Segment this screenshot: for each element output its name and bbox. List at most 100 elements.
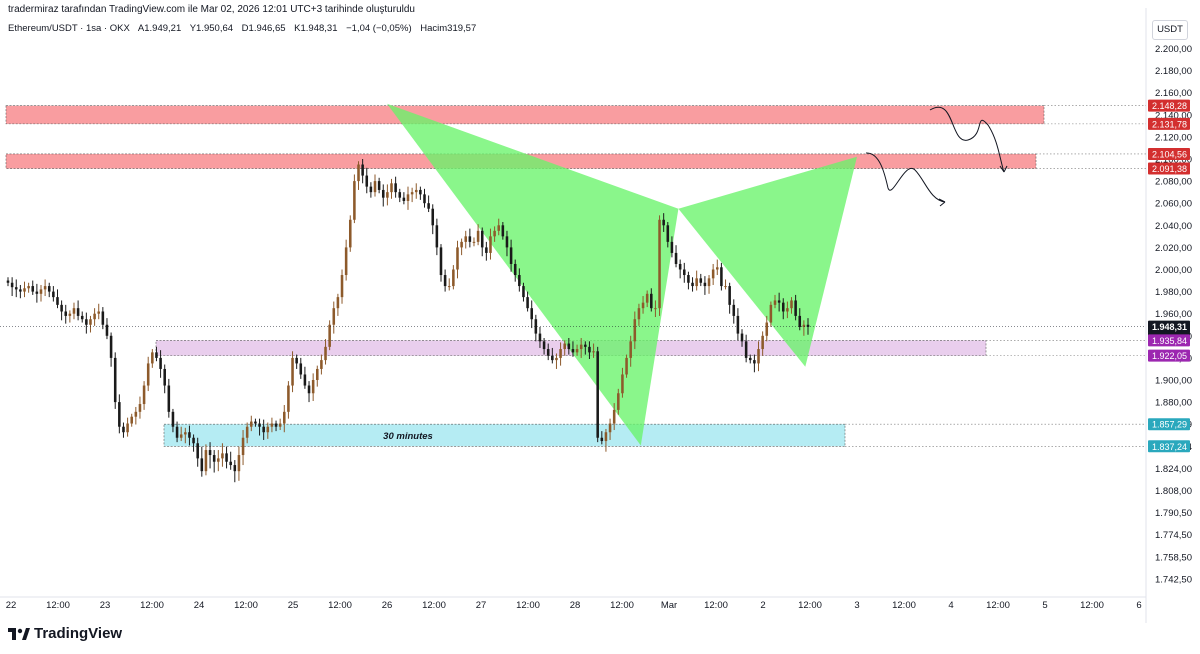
- candle-body[interactable]: [699, 278, 703, 283]
- candle-body[interactable]: [270, 423, 274, 427]
- candle-body[interactable]: [336, 297, 340, 309]
- candle-body[interactable]: [571, 349, 575, 353]
- candle-body[interactable]: [678, 263, 682, 270]
- candle-body[interactable]: [307, 385, 311, 394]
- candle-body[interactable]: [542, 341, 546, 350]
- candle-body[interactable]: [118, 402, 121, 427]
- candle-body[interactable]: [637, 308, 641, 320]
- candle-body[interactable]: [530, 308, 533, 320]
- candle-body[interactable]: [744, 341, 748, 358]
- candle-body[interactable]: [348, 219, 352, 248]
- candle-body[interactable]: [555, 357, 558, 361]
- candle-body[interactable]: [142, 385, 146, 405]
- candle-body[interactable]: [204, 450, 208, 472]
- candle-body[interactable]: [19, 289, 22, 292]
- candle-body[interactable]: [229, 461, 232, 466]
- candle-body[interactable]: [163, 368, 166, 386]
- candle-body[interactable]: [192, 437, 195, 444]
- candle-body[interactable]: [575, 349, 579, 353]
- candle-body[interactable]: [56, 297, 59, 305]
- candle-body[interactable]: [645, 293, 649, 303]
- candle-body[interactable]: [497, 225, 500, 231]
- candle-body[interactable]: [14, 287, 18, 290]
- candle-body[interactable]: [691, 282, 694, 287]
- harmonic-pattern-leg-2[interactable]: [678, 156, 857, 367]
- candle-body[interactable]: [167, 385, 171, 412]
- candle-body[interactable]: [633, 319, 637, 342]
- candle-body[interactable]: [728, 286, 731, 305]
- candle-body[interactable]: [76, 308, 80, 316]
- candle-body[interactable]: [130, 416, 133, 424]
- candle-body[interactable]: [250, 421, 253, 427]
- candle-body[interactable]: [328, 324, 331, 347]
- candle-body[interactable]: [221, 453, 224, 459]
- candle-body[interactable]: [80, 315, 84, 320]
- candle-body[interactable]: [567, 343, 571, 350]
- candle-body[interactable]: [604, 432, 608, 442]
- candle-body[interactable]: [320, 360, 323, 369]
- candle-body[interactable]: [295, 357, 298, 364]
- currency-selector[interactable]: USDT: [1152, 20, 1188, 40]
- candle-body[interactable]: [200, 458, 204, 472]
- candle-body[interactable]: [254, 421, 257, 424]
- candle-body[interactable]: [703, 282, 707, 287]
- candle-body[interactable]: [316, 368, 319, 380]
- candle-body[interactable]: [443, 275, 447, 287]
- candle-body[interactable]: [674, 252, 678, 264]
- candle-body[interactable]: [460, 241, 463, 248]
- candle-body[interactable]: [175, 426, 179, 438]
- candle-body[interactable]: [650, 293, 653, 309]
- candle-body[interactable]: [146, 363, 150, 386]
- candle-body[interactable]: [208, 450, 212, 456]
- candle-body[interactable]: [518, 275, 521, 287]
- candle-body[interactable]: [369, 186, 373, 193]
- candle-body[interactable]: [753, 360, 756, 364]
- candle-body[interactable]: [353, 181, 356, 220]
- candle-body[interactable]: [386, 192, 389, 198]
- candle-body[interactable]: [43, 286, 47, 290]
- candle-body[interactable]: [786, 308, 789, 312]
- candle-body[interactable]: [344, 247, 348, 276]
- candle-body[interactable]: [612, 409, 616, 424]
- candle-body[interactable]: [171, 411, 175, 427]
- candle-body[interactable]: [687, 275, 690, 283]
- candle-body[interactable]: [736, 315, 740, 334]
- candle-body[interactable]: [617, 393, 620, 410]
- candle-body[interactable]: [93, 313, 96, 320]
- candle-body[interactable]: [658, 219, 661, 309]
- candle-body[interactable]: [447, 286, 451, 288]
- candle-body[interactable]: [592, 351, 595, 353]
- candle-body[interactable]: [485, 247, 488, 253]
- candle-body[interactable]: [534, 319, 538, 334]
- candle-body[interactable]: [27, 286, 30, 289]
- candle-body[interactable]: [299, 363, 303, 375]
- candle-body[interactable]: [381, 189, 385, 198]
- candle-body[interactable]: [716, 267, 719, 270]
- candle-body[interactable]: [68, 313, 72, 316]
- candle-body[interactable]: [579, 344, 583, 350]
- candle-body[interactable]: [724, 286, 727, 288]
- candle-body[interactable]: [134, 411, 138, 417]
- candle-body[interactable]: [423, 194, 426, 204]
- candle-body[interactable]: [794, 300, 797, 316]
- candle-body[interactable]: [10, 282, 14, 288]
- candle-body[interactable]: [126, 423, 129, 433]
- candle-body[interactable]: [179, 434, 183, 438]
- candle-body[interactable]: [278, 423, 282, 427]
- candle-body[interactable]: [489, 236, 492, 253]
- candle-body[interactable]: [419, 189, 422, 195]
- candle-body[interactable]: [777, 300, 781, 303]
- candle-body[interactable]: [757, 349, 760, 364]
- projection-arrow-lower[interactable]: [865, 152, 946, 203]
- candle-body[interactable]: [505, 236, 509, 248]
- candle-body[interactable]: [641, 302, 645, 309]
- candle-body[interactable]: [113, 357, 117, 403]
- candle-body[interactable]: [406, 194, 410, 201]
- candle-body[interactable]: [357, 164, 360, 182]
- candle-body[interactable]: [522, 286, 525, 298]
- candle-body[interactable]: [97, 311, 100, 314]
- candle-body[interactable]: [324, 346, 327, 361]
- candle-body[interactable]: [340, 275, 344, 298]
- candle-body[interactable]: [600, 437, 604, 442]
- candle-body[interactable]: [311, 380, 315, 394]
